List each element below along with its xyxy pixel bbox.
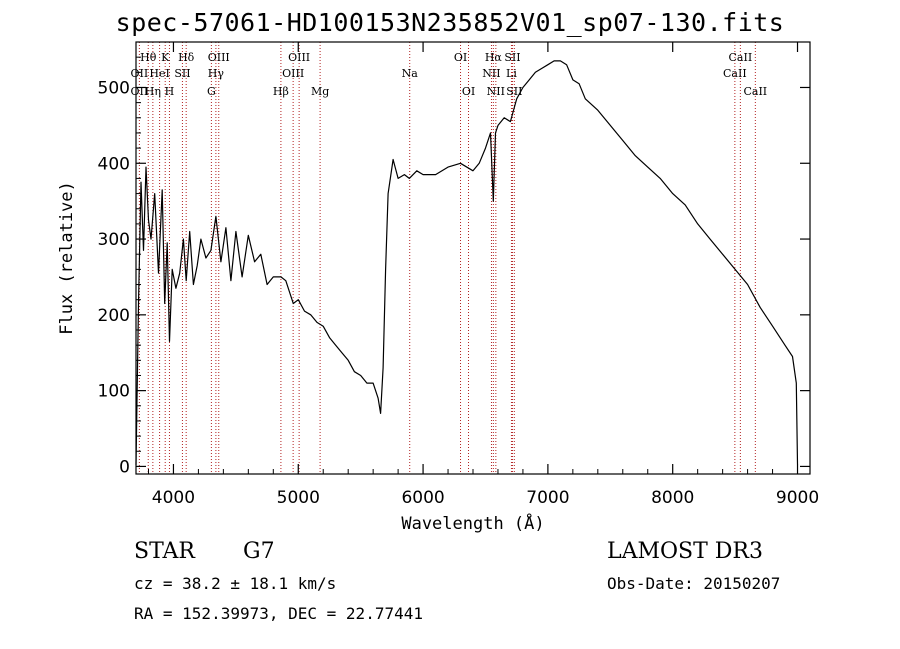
line-label-row2-3: Hγ [208,67,225,80]
line-label-row3-0: OII [131,85,149,98]
y-tick-label-4: 400 [98,154,130,174]
x-tick-label-1: 5000 [277,488,320,508]
x-axis-title: Wavelength (Å) [401,512,544,534]
line-label-row1-1: K [161,51,170,64]
line-label-row1-6: Hα [485,51,503,64]
line-label-row2-0: OII [131,67,149,80]
y-axis-title: Flux (relative) [57,181,77,335]
line-label-row2-6: NII [482,67,500,80]
line-label-row1-8: CaII [729,51,753,64]
line-label-row1-7: SII [504,51,520,64]
line-label-row3-4: Hβ [273,85,289,98]
observation-date: Obs-Date: 20150207 [607,574,781,593]
line-label-row3-7: NII [487,85,505,98]
spectrum-line [135,60,799,465]
line-label-row2-2: SII [174,67,190,80]
line-label-row2-5: Na [402,67,419,80]
line-label-row3-9: CaII [743,85,767,98]
line-label-row1-0: Hθ [140,51,157,64]
survey-name: LAMOST DR3 [607,539,763,564]
object-class: STAR [134,539,195,564]
line-label-row3-6: OI [462,85,475,98]
y-tick-label-1: 100 [98,382,130,402]
line-label-row3-5: Mg [311,85,329,98]
y-tick-label-3: 300 [98,230,130,250]
plot-frame [135,41,811,475]
y-tick-label-2: 200 [98,306,130,326]
x-tick-label-0: 4000 [152,488,195,508]
coordinates: RA = 152.39973, DEC = 22.77441 [134,604,423,623]
line-label-row2-7: Li [506,67,517,80]
line-label-row2-1: HeI [149,67,169,80]
x-tick-label-2: 6000 [401,488,444,508]
line-label-row1-4: OIII [288,51,310,64]
y-tick-label-0: 0 [119,457,130,477]
line-label-row3-8: SII [506,85,522,98]
line-label-row1-5: OI [454,51,467,64]
chart-title: spec-57061-HD100153N235852V01_sp07-130.f… [115,8,785,37]
redshift-cz: cz = 38.2 ± 18.1 km/s [134,574,337,593]
spectral-subclass: G7 [243,539,275,564]
line-label-row3-3: G [207,85,216,98]
line-label-row3-2: H [165,85,175,98]
line-label-row3-1: Hη [145,85,161,98]
y-tick-label-5: 500 [98,78,130,98]
x-tick-label-3: 7000 [526,488,569,508]
line-label-row1-3: OIII [208,51,230,64]
line-label-row1-2: Hδ [178,51,195,64]
x-tick-label-5: 9000 [776,488,819,508]
line-label-row2-4: OIII [282,67,304,80]
x-tick-label-4: 8000 [651,488,694,508]
line-label-row2-8: CaII [723,67,747,80]
